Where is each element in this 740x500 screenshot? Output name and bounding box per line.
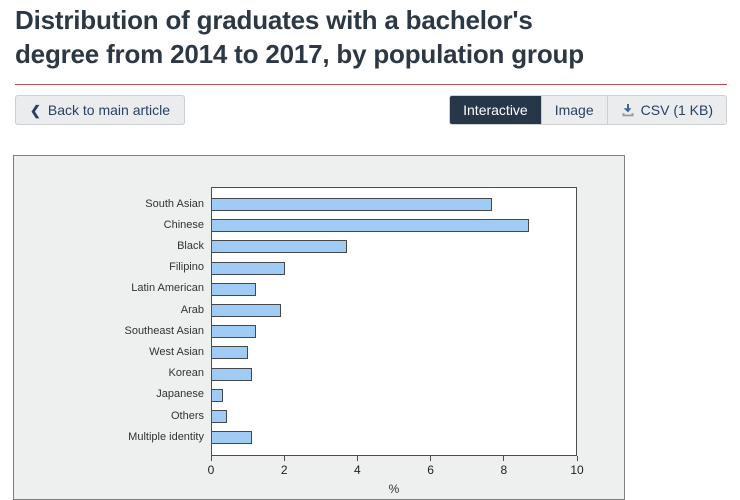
x-axis-title: % [388,482,400,496]
category-label: Korean [168,367,204,380]
x-tick [576,456,578,461]
x-tick [210,456,212,461]
tab-image-label: Image [554,102,594,118]
x-tick-label: 6 [427,463,434,477]
category-label: Black [177,239,204,252]
plot-area [211,187,577,456]
bar-latin-american[interactable] [212,282,256,296]
category-label: Latin American [131,282,204,295]
bar-black[interactable] [212,240,347,254]
view-toggle-group: Interactive Image CSV (1 KB) [449,95,727,125]
category-label: West Asian [149,345,204,358]
bar-west-asian[interactable] [212,346,249,360]
category-label: Japanese [156,388,204,401]
x-tick [503,456,505,461]
x-tick-label: 2 [280,463,288,477]
bar-others[interactable] [212,410,227,423]
tab-image[interactable]: Image [542,96,608,124]
x-tick-label: 4 [354,463,361,477]
x-tick-label: 10 [570,463,584,477]
bar-filipino[interactable] [212,261,285,275]
bar-southeast-asian[interactable] [212,325,256,339]
bar-multiple-identity[interactable] [212,431,253,445]
category-label: Multiple identity [128,430,204,443]
x-tick [356,456,358,461]
bar-arab[interactable] [212,304,282,317]
bar-korean[interactable] [212,367,253,381]
tab-interactive-label: Interactive [463,102,528,118]
category-label: Southeast Asian [124,324,204,337]
back-to-main-article-button[interactable]: ❮ Back to main article [15,95,186,125]
title-divider [15,84,727,85]
category-label: Filipino [169,261,204,274]
x-tick-label: 8 [500,463,508,477]
category-label: Chinese [163,218,204,231]
category-label: Arab [180,303,204,316]
x-tick [283,456,285,461]
category-label: South Asian [145,197,204,210]
csv-button-label: CSV (1 KB) [640,102,713,118]
x-tick [430,456,432,461]
back-button-label: Back to main article [47,102,171,118]
x-tick-label: 0 [207,463,215,477]
category-label: Others [170,409,204,422]
bar-south-asian[interactable] [212,198,493,211]
csv-download-button[interactable]: CSV (1 KB) [608,96,726,124]
page-title: Distribution of graduates with a bachelo… [15,5,584,69]
chevron-left-icon: ❮ [30,102,41,118]
bar-chinese[interactable] [212,219,529,233]
bar-japanese[interactable] [212,388,223,402]
tab-interactive[interactable]: Interactive [450,96,542,124]
download-icon [621,103,635,117]
chart-panel: South Asian Chinese Black Filipino Latin Ame… [13,155,625,500]
